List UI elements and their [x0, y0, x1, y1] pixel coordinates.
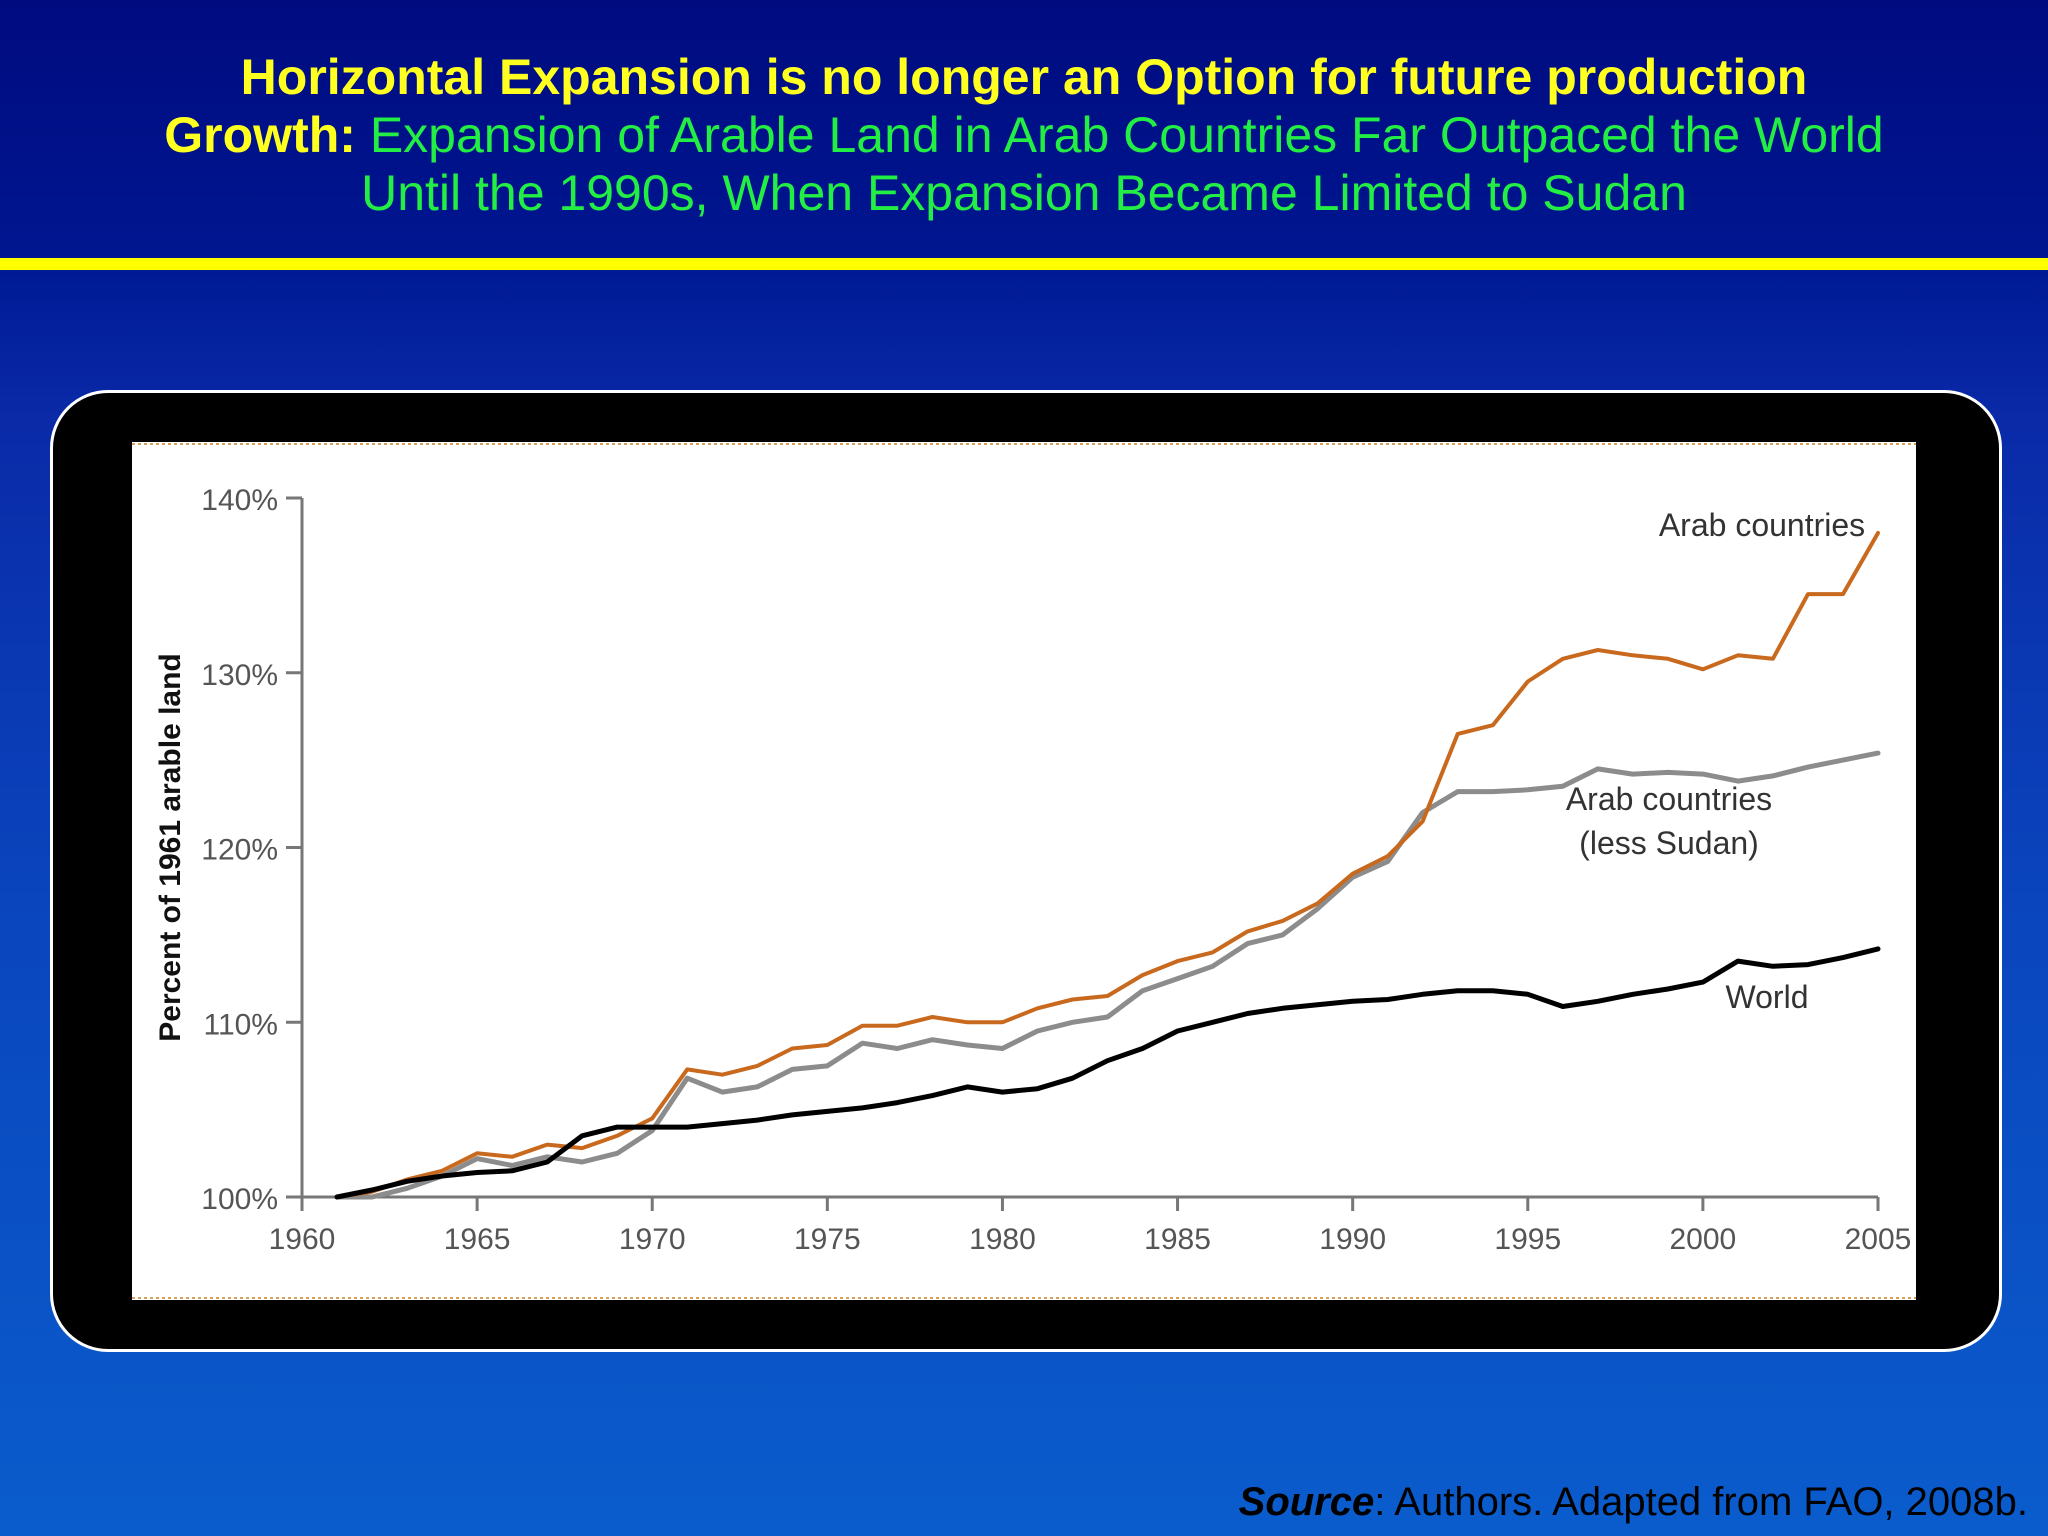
series-label-line: World	[1726, 979, 1809, 1015]
y-tick-label: 140%	[201, 484, 278, 517]
x-tick-label: 1980	[969, 1223, 1036, 1256]
series-label-line: Arab countries	[1659, 507, 1865, 543]
chart-panel: 100% 110% 120% 130% 140% 1960 1965 1970 1975 1980…	[132, 442, 1916, 1300]
source-label: Source	[1238, 1480, 1375, 1524]
title-line-1: Horizontal Expansion is no longer an Opt…	[240, 49, 1808, 105]
line-chart: 100% 110% 120% 130% 140% 1960 1965 1970 1975 1980…	[132, 443, 1916, 1299]
y-tick-label: 100%	[201, 1183, 278, 1216]
x-tick-label: 1975	[794, 1223, 861, 1256]
y-tick-label: 110%	[203, 1008, 278, 1041]
series-label: Arab countries	[1659, 507, 1865, 543]
series-label: Arab countries (less Sudan)	[1566, 781, 1772, 861]
series-label: World	[1726, 979, 1809, 1015]
x-tick-label: 1990	[1319, 1223, 1386, 1256]
title-lead: Growth:	[164, 107, 356, 163]
title-line-2: Growth: Expansion of Arable Land in Arab…	[0, 106, 2048, 164]
x-tick-label: 2000	[1670, 1223, 1737, 1256]
x-tick-label: 2005	[1845, 1223, 1912, 1256]
x-tick-label: 1970	[619, 1223, 686, 1256]
y-axis-label: Percent of 1961 arable land	[154, 653, 187, 1042]
x-tick-label: 1965	[444, 1223, 511, 1256]
series-line-arab-countries-less-sudan	[334, 750, 1881, 1200]
y-tick-label: 120%	[201, 834, 278, 867]
title-line-2-text: Expansion of Arable Land in Arab Countri…	[369, 107, 1884, 163]
x-tick-label: 1995	[1494, 1223, 1561, 1256]
y-tick-label: 130%	[201, 659, 278, 692]
source-text: : Authors. Adapted from FAO, 2008b.	[1374, 1480, 2028, 1524]
title-line-3: Until the 1990s, When Expansion Became L…	[361, 165, 1687, 221]
x-tick-label: 1960	[269, 1223, 336, 1256]
series-label-line: Arab countries	[1566, 781, 1772, 817]
source-note: Source: Authors. Adapted from FAO, 2008b…	[1239, 1480, 2028, 1525]
series-line-arab-countries	[335, 531, 1880, 1199]
slide-header	[0, 0, 2048, 258]
slide-title: Horizontal Expansion is no longer an Opt…	[0, 48, 2048, 222]
series-label-line: (less Sudan)	[1579, 825, 1759, 861]
series-line-world	[334, 946, 1881, 1200]
x-tick-label: 1985	[1144, 1223, 1211, 1256]
header-divider	[0, 258, 2048, 270]
